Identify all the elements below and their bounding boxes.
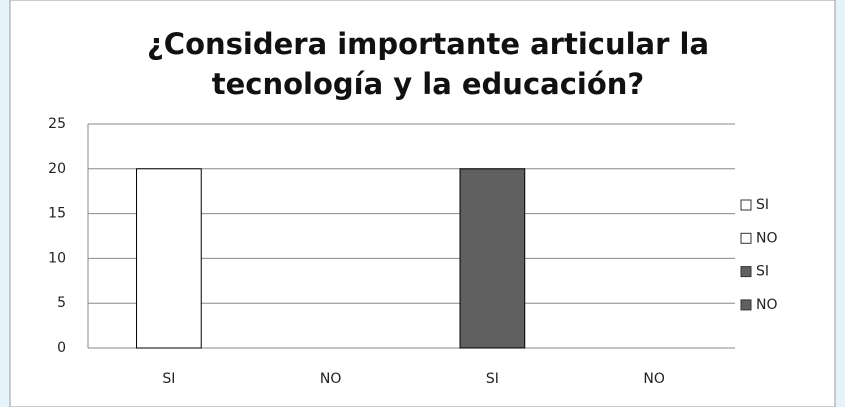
y-tick-label: 20: [48, 161, 66, 177]
y-tick-label: 5: [57, 295, 66, 311]
legend-label: SI: [756, 197, 769, 213]
legend-swatch: [740, 266, 752, 278]
legend-label: SI: [756, 264, 769, 280]
chart-frame: [9, 0, 836, 407]
chart-title: tecnología y la educación?: [212, 67, 644, 101]
x-tick-label: SI: [162, 371, 175, 387]
x-tick-label: SI: [486, 371, 499, 387]
y-tick-label: 15: [48, 206, 66, 222]
legend-label: NO: [756, 297, 778, 313]
y-tick-label: 10: [48, 250, 66, 266]
chart-title: ¿Considera importante articular la: [147, 27, 709, 61]
y-tick-label: 25: [48, 116, 66, 132]
bar: [136, 168, 202, 349]
x-tick-label: NO: [643, 371, 665, 387]
legend-swatch: [740, 199, 752, 211]
legend-label: NO: [756, 230, 778, 246]
legend-swatch: [740, 299, 752, 311]
y-tick-label: 0: [57, 340, 66, 356]
x-tick-label: NO: [320, 371, 342, 387]
legend-swatch: [740, 232, 752, 244]
bar: [459, 168, 526, 349]
